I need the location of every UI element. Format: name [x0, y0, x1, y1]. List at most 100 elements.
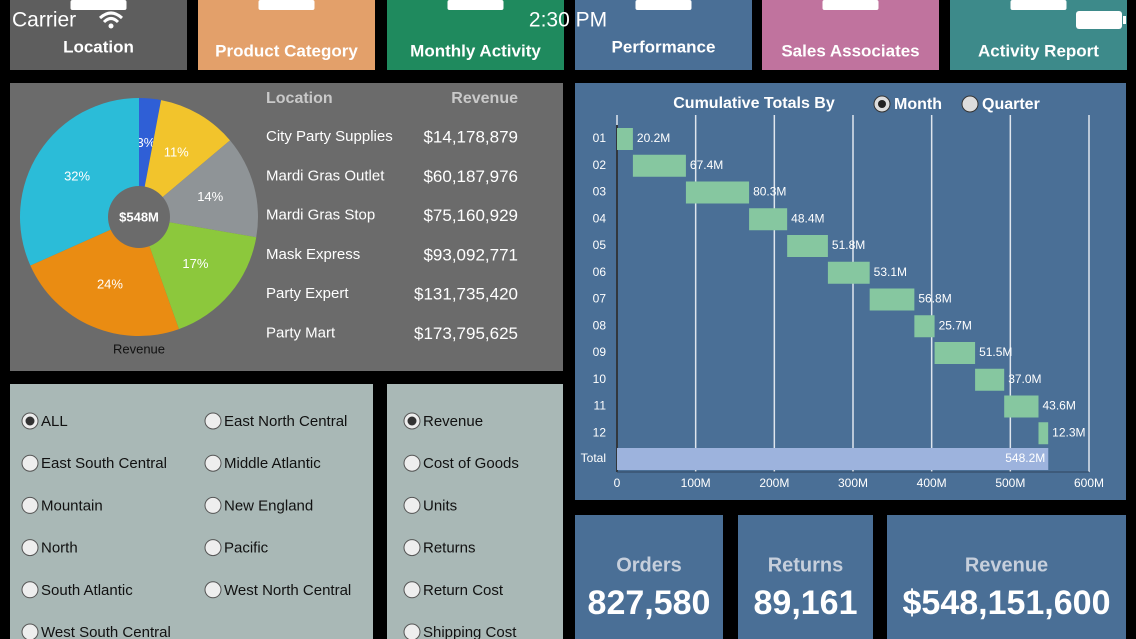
location-name: City Party Supplies: [266, 128, 393, 145]
wifi-icon: [98, 11, 124, 24]
nav-tile[interactable]: [10, 0, 187, 70]
radio-label[interactable]: Revenue: [423, 413, 483, 430]
value-label: 20.2M: [637, 131, 670, 145]
radio-label[interactable]: East South Central: [41, 455, 167, 472]
category-label: 07: [593, 292, 607, 306]
radio-label[interactable]: West South Central: [41, 624, 171, 639]
radio-label[interactable]: South Atlantic: [41, 582, 133, 599]
radio-button[interactable]: [21, 454, 39, 472]
nav-tile[interactable]: [762, 0, 939, 70]
radio-button[interactable]: [403, 496, 421, 514]
nav-tile[interactable]: [575, 0, 752, 70]
category-label: 12: [593, 425, 607, 439]
slice-label: 14%: [197, 189, 223, 204]
radio-label[interactable]: Shipping Cost: [423, 624, 517, 639]
radio-label[interactable]: East North Central: [224, 413, 347, 430]
location-revenue: $75,160,929: [423, 206, 518, 225]
location-name: Mask Express: [266, 246, 360, 263]
value-label: 80.3M: [753, 185, 786, 199]
value-label: 51.5M: [979, 345, 1012, 359]
radio-button[interactable]: [21, 623, 39, 639]
waterfall-bar: [934, 342, 976, 364]
x-tick-label: 0: [614, 476, 621, 490]
radio-button[interactable]: [21, 581, 39, 599]
radio-label[interactable]: North: [41, 540, 78, 557]
radio-button[interactable]: [403, 454, 421, 472]
kpi-label: Returns: [768, 554, 844, 576]
x-tick-label: 300M: [838, 476, 868, 490]
radio-button[interactable]: [204, 412, 222, 430]
radio-button[interactable]: [21, 496, 39, 514]
kpi-value: $548,151,600: [903, 584, 1111, 622]
radio-button[interactable]: [403, 623, 421, 639]
value-label: 548.2M: [1005, 451, 1045, 465]
radio-button[interactable]: [204, 581, 222, 599]
radio-button[interactable]: [21, 539, 39, 557]
region-panel: [10, 384, 373, 639]
radio-button[interactable]: [204, 539, 222, 557]
radio-label[interactable]: Pacific: [224, 540, 269, 557]
x-tick-label: 600M: [1074, 476, 1104, 490]
waterfall-bar: [914, 315, 935, 338]
kpi-value: 827,580: [588, 584, 711, 622]
radio-button[interactable]: [403, 539, 421, 557]
category-label: 10: [593, 372, 607, 386]
nav-icon: [70, 0, 127, 10]
location-name: Party Mart: [266, 324, 336, 341]
radio-button[interactable]: [204, 496, 222, 514]
pie-title: Revenue: [113, 341, 165, 356]
category-label: 11: [594, 399, 607, 413]
nav-label[interactable]: Activity Report: [978, 41, 1099, 60]
carrier: Carrier: [12, 9, 76, 32]
nav-label[interactable]: Performance: [612, 37, 716, 56]
location-revenue: $93,092,771: [423, 245, 518, 264]
radio-label[interactable]: Mountain: [41, 497, 103, 514]
nav-icon: [258, 0, 315, 10]
nav-tile[interactable]: [198, 0, 375, 70]
radio-label[interactable]: New England: [224, 497, 313, 514]
period-option[interactable]: Month: [894, 96, 942, 113]
radio-label[interactable]: Middle Atlantic: [224, 455, 321, 472]
pie-center: [108, 186, 170, 248]
radio-label[interactable]: Returns: [423, 540, 476, 557]
waterfall-bar: [685, 181, 750, 204]
value-label: 37.0M: [1008, 372, 1041, 386]
period-option[interactable]: Quarter: [982, 96, 1040, 113]
value-label: 56.8M: [918, 292, 951, 306]
kpi-tile: [887, 515, 1126, 639]
clock: 2:30 PM: [529, 9, 607, 32]
radio-label[interactable]: Return Cost: [423, 582, 504, 599]
radio-label[interactable]: ALL: [41, 413, 68, 430]
waterfall-bar: [617, 448, 1049, 470]
radio-label[interactable]: Cost of Goods: [423, 455, 519, 472]
radio-label[interactable]: West North Central: [224, 582, 351, 599]
radio-button[interactable]: [403, 581, 421, 599]
pie-slice: [139, 217, 257, 330]
radio-label[interactable]: Units: [423, 497, 457, 514]
x-tick-label: 400M: [917, 476, 947, 490]
category-label: 04: [593, 211, 607, 225]
nav-label[interactable]: Product Category: [215, 41, 358, 60]
nav-label[interactable]: Sales Associates: [781, 41, 919, 60]
nav-label[interactable]: Monthly Activity: [410, 41, 541, 60]
radio-button[interactable]: [204, 454, 222, 472]
x-tick-label: 100M: [681, 476, 711, 490]
location-revenue: $60,187,976: [423, 167, 518, 186]
radio-button[interactable]: [961, 95, 979, 113]
nav-label[interactable]: Location: [63, 37, 134, 56]
battery-tip: [1123, 16, 1126, 24]
table-header: Location: [266, 90, 333, 107]
radio-dot: [878, 100, 886, 108]
wifi-dot: [108, 23, 114, 29]
x-tick-label: 500M: [995, 476, 1025, 490]
nav-tile[interactable]: [387, 0, 564, 70]
kpi-label: Orders: [616, 554, 682, 576]
location-revenue: $14,178,879: [423, 127, 518, 146]
location-name: Mardi Gras Stop: [266, 207, 375, 224]
value-label: 67.4M: [690, 158, 723, 172]
category-label: Total: [581, 451, 606, 465]
category-label: 06: [593, 265, 607, 279]
category-label: 03: [593, 185, 607, 199]
